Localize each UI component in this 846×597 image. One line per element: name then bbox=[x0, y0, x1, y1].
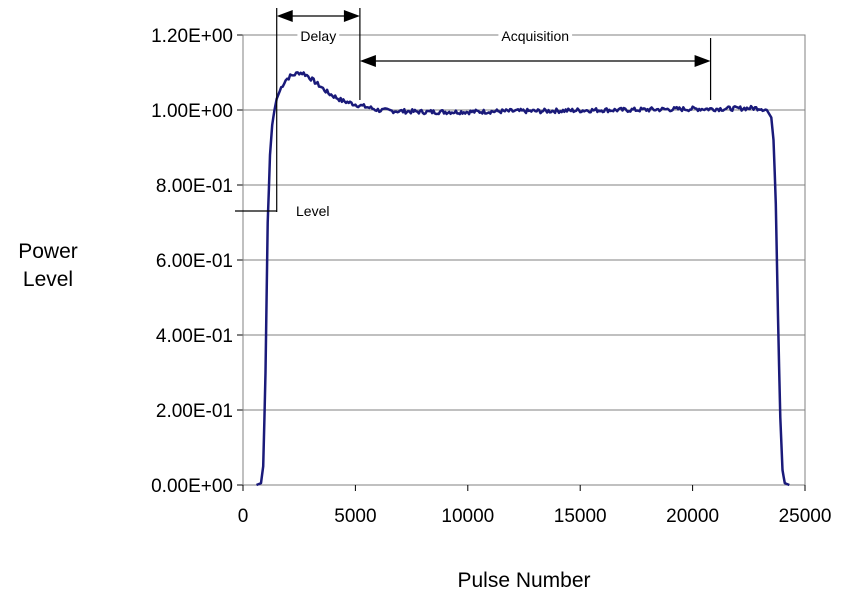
y-tick-labels: 0.00E+00 2.00E-01 4.00E-01 6.00E-01 8.00E-01… bbox=[151, 26, 233, 497]
delay-arrow-head-right bbox=[343, 10, 360, 22]
delay-label: Delay bbox=[300, 28, 336, 44]
y-tick-label: 6.00E-01 bbox=[156, 251, 233, 272]
y-tick-label: 0.00E+00 bbox=[151, 476, 233, 497]
power-level-series-line bbox=[256, 71, 790, 487]
x-tick-label: 25000 bbox=[779, 506, 832, 527]
x-tick-label: 10000 bbox=[441, 506, 494, 527]
y-axis-title-line1: Power bbox=[18, 240, 78, 263]
y-tick-label: 8.00E-01 bbox=[156, 176, 233, 197]
y-tick-label: 2.00E-01 bbox=[156, 401, 233, 422]
x-tick-label: 15000 bbox=[554, 506, 607, 527]
annotations: Delay Acquisition Level bbox=[235, 8, 712, 219]
y-tick-label: 4.00E-01 bbox=[156, 326, 233, 347]
x-axis-title: Pulse Number bbox=[457, 569, 590, 592]
x-tick-label: 20000 bbox=[666, 506, 719, 527]
gridlines bbox=[237, 34, 805, 486]
y-tick-label: 1.20E+00 bbox=[151, 26, 233, 47]
delay-label-bg bbox=[297, 27, 340, 45]
delay-arrow-head-left bbox=[276, 10, 293, 22]
acquisition-label: Acquisition bbox=[501, 28, 569, 44]
x-tick-label: 0 bbox=[238, 506, 249, 527]
y-tick-label: 1.00E+00 bbox=[151, 101, 233, 122]
level-label: Level bbox=[296, 203, 329, 219]
y-axis-title-line2: Level bbox=[23, 268, 73, 291]
acquisition-label-bg bbox=[498, 27, 573, 45]
acquisition-arrow-head-left bbox=[359, 55, 376, 67]
x-tick-labels: 0 5000 10000 15000 20000 25000 bbox=[238, 485, 832, 527]
x-tick-label: 5000 bbox=[334, 506, 376, 527]
acquisition-arrow-head-right bbox=[694, 55, 711, 67]
